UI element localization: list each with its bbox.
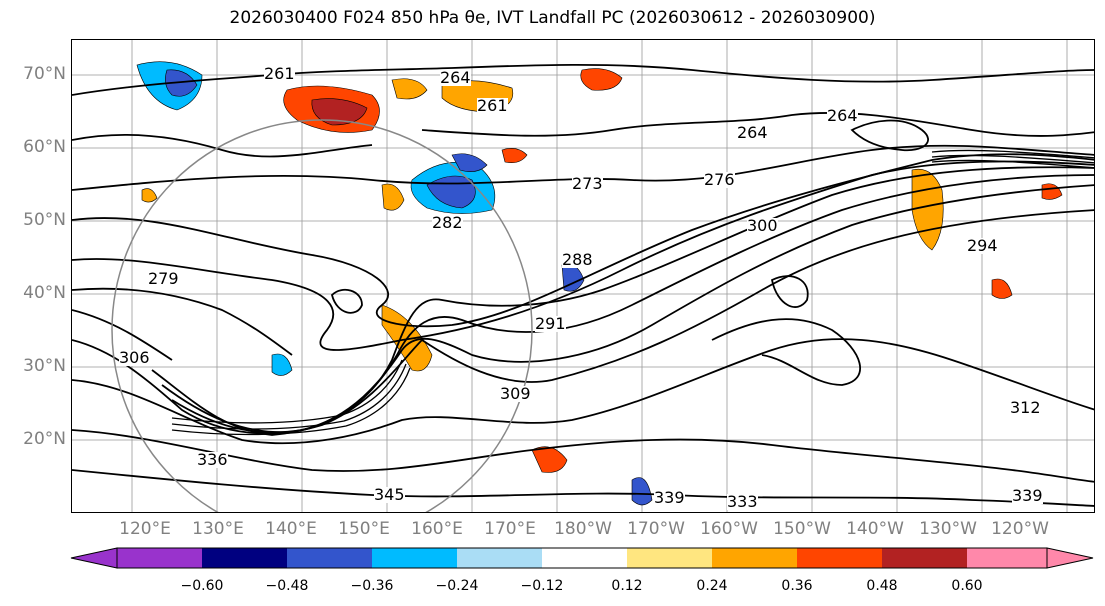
contour-label: 300 [747, 216, 778, 235]
lon-label-140w: 140°W [846, 519, 904, 539]
lat-label-30n: 30°N [23, 356, 66, 376]
theta-e-contours [72, 63, 1094, 507]
colorbar-bin [542, 548, 627, 568]
contour-label: 294 [967, 236, 998, 255]
contour-label: 306 [119, 348, 150, 367]
lat-label-60n: 60°N [23, 137, 66, 157]
lat-label-40n: 40°N [23, 283, 66, 303]
anomaly-shading [136, 61, 1063, 506]
colorbar-tick: −0.24 [435, 578, 479, 594]
colorbar-extend-min [70, 547, 118, 569]
lat-label-70n: 70°N [23, 64, 66, 84]
contour-label: 279 [148, 269, 179, 288]
colorbar-bin [967, 548, 1047, 568]
contour-label: 264 [440, 68, 471, 87]
lat-label-20n: 20°N [23, 429, 66, 449]
colorbar-tick: 0.24 [696, 578, 728, 594]
contour-label: 261 [477, 96, 508, 115]
lon-label-130e: 130°E [192, 519, 244, 539]
colorbar [70, 547, 1094, 569]
lon-label-170e: 170°E [484, 519, 536, 539]
graticule [72, 40, 1094, 512]
contour-label: 336 [197, 450, 228, 469]
colorbar-bin [882, 548, 967, 568]
map-panel: 261 264 261 264 264 273 276 282 300 294 … [71, 39, 1095, 513]
colorbar-bin [372, 548, 457, 568]
colorbar-tick: −0.36 [350, 578, 394, 594]
contour-label: 288 [562, 250, 593, 269]
contour-label: 339 [1012, 486, 1043, 505]
contour-label: 273 [572, 174, 603, 193]
lon-label-180w: 180°W [554, 519, 612, 539]
contour-label: 261 [264, 64, 295, 83]
lat-label-50n: 50°N [23, 210, 66, 230]
colorbar-bin [117, 548, 202, 568]
contour-label: 282 [432, 213, 463, 232]
contour-label: 339 [654, 488, 685, 507]
figure-title: 2026030400 F024 850 hPa θe, IVT Landfall… [229, 8, 876, 28]
colorbar-tick: 0.48 [866, 578, 898, 594]
contour-label: 312 [1010, 398, 1041, 417]
lon-label-120e: 120°E [119, 519, 171, 539]
colorbar-tick: 0.60 [951, 578, 983, 594]
contour-label: 276 [704, 170, 735, 189]
colorbar-bin [287, 548, 372, 568]
contour-label: 333 [727, 492, 758, 511]
colorbar-extend-max [1046, 547, 1094, 569]
colorbar-tick: −0.12 [520, 578, 564, 594]
contour-label: 309 [500, 384, 531, 403]
colorbar-tick: 0.12 [611, 578, 643, 594]
reference-ellipse [111, 119, 533, 512]
colorbar-tick: −0.60 [180, 578, 224, 594]
lon-label-120w: 120°W [991, 519, 1049, 539]
lon-label-130w: 130°W [919, 519, 977, 539]
colorbar-bin [627, 548, 712, 568]
colorbar-frame [116, 547, 1048, 569]
colorbar-bin [457, 548, 542, 568]
colorbar-bin [712, 548, 797, 568]
map-graphics [72, 40, 1094, 512]
dense-contours [171, 149, 1094, 436]
lon-label-160w: 160°W [700, 519, 758, 539]
contour-label: 264 [827, 106, 858, 125]
contour-label: 291 [535, 314, 566, 333]
lon-label-170w: 170°W [627, 519, 685, 539]
colorbar-bin [202, 548, 287, 568]
colorbar-tick: 0.36 [781, 578, 813, 594]
colorbar-tick: −0.48 [265, 578, 309, 594]
lon-label-140e: 140°E [265, 519, 317, 539]
lon-label-150w: 150°W [773, 519, 831, 539]
lon-label-150e: 150°E [338, 519, 390, 539]
contour-label: 264 [737, 123, 768, 142]
colorbar-bin [797, 548, 882, 568]
lon-label-160e: 160°E [411, 519, 463, 539]
contour-label: 345 [374, 485, 405, 504]
